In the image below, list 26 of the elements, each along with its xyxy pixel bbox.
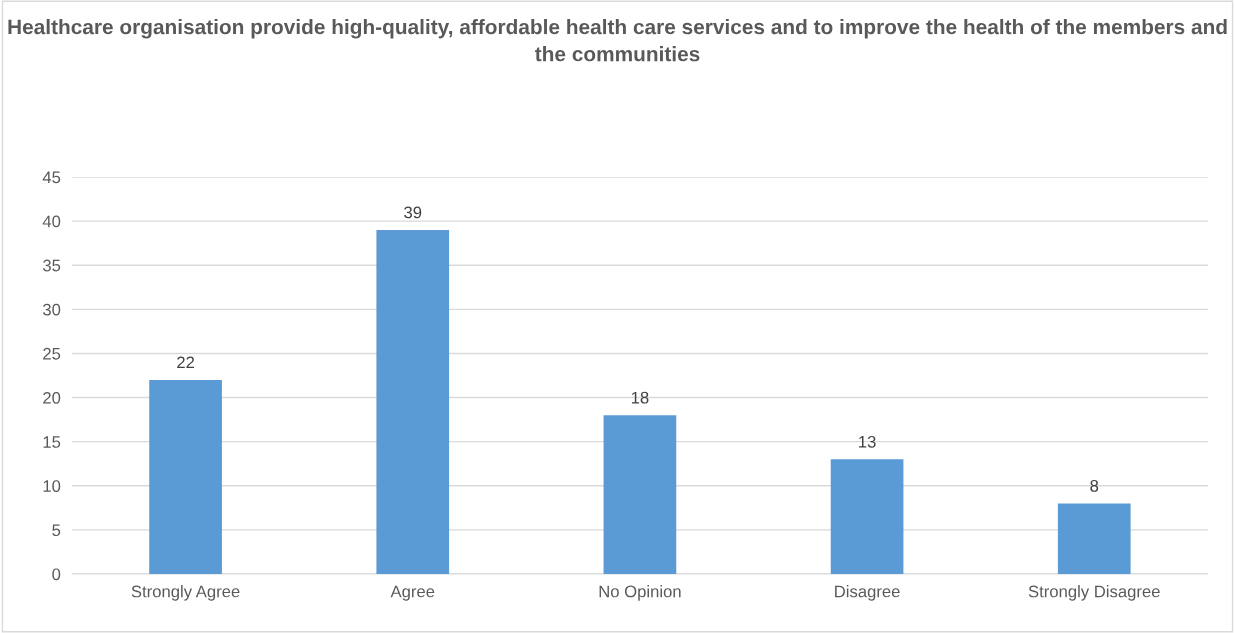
y-tick-label: 15	[43, 436, 61, 448]
data-label: 18	[631, 391, 649, 404]
data-label: 13	[859, 435, 876, 448]
x-tick-label: Agree	[390, 585, 435, 601]
x-tick-label: Disagree	[835, 585, 900, 601]
x-tick-label: No Opinion	[599, 585, 681, 601]
y-tick-label: 35	[42, 259, 61, 272]
x-tick-label: Strongly Disagree	[1028, 585, 1160, 601]
data-label: 8	[1090, 479, 1099, 492]
bar	[830, 459, 904, 574]
bar	[603, 415, 677, 574]
chart-title: Healthcare organisation provide high-quality, affordable health care services and to improve the health of the members and the communities	[8, 18, 1227, 62]
y-tick-label: 0	[52, 568, 61, 581]
data-label: 22	[177, 356, 195, 369]
y-tick-label: 20	[43, 391, 61, 404]
bar	[149, 379, 222, 574]
y-tick-label: 10	[43, 480, 61, 492]
y-tick-label: 30	[42, 303, 61, 316]
bar	[376, 229, 450, 574]
y-tick-label: 5	[52, 524, 61, 537]
bar	[1057, 503, 1131, 574]
y-tick-label: 45	[42, 171, 61, 184]
x-tick-label: Strongly Agree	[131, 585, 240, 601]
y-tick-label: 40	[42, 215, 61, 228]
data-label: 39	[404, 206, 422, 219]
y-tick-label: 25	[43, 347, 61, 360]
